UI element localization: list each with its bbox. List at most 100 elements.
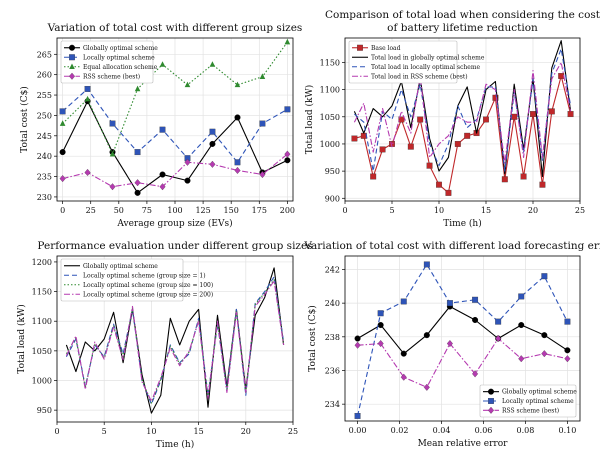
data-point [495, 318, 502, 325]
x-axis-label: Time (h) [443, 218, 481, 229]
x-tick-label: 200 [280, 206, 295, 215]
data-point [379, 146, 386, 153]
x-tick-label: 0.00 [349, 426, 367, 435]
x-tick-label: 175 [252, 206, 267, 215]
series-4 [353, 61, 572, 164]
legend-label: Locally optimal scheme [83, 54, 155, 61]
x-tick-label: 10 [434, 206, 444, 215]
data-point [518, 355, 525, 363]
data-point [59, 120, 66, 126]
data-point [564, 355, 571, 363]
x-axis-label: Average group size (EVs) [116, 218, 232, 229]
data-point [84, 168, 91, 177]
series-line [65, 276, 285, 405]
data-point [354, 335, 361, 342]
legend-marker [488, 388, 495, 395]
data-point [184, 158, 191, 166]
legend: Globally optimal scheme Locally optimal s… [479, 384, 577, 418]
data-point [417, 116, 424, 123]
data-point [539, 181, 546, 188]
x-tick-label: 0.06 [475, 426, 493, 435]
series-line [357, 305, 568, 355]
legend-box [479, 384, 577, 418]
y-tick-label: 255 [37, 91, 52, 100]
data-point [541, 273, 548, 280]
legend-marker [69, 63, 75, 70]
y-tick-label: 1050 [32, 347, 52, 356]
plot-frame [344, 37, 581, 202]
x-tick-label: 150 [224, 206, 239, 215]
legend-label: Equal allocation scheme [83, 64, 158, 71]
y-tick-label: 265 [37, 50, 52, 59]
y-tick-label: 900 [325, 194, 340, 203]
data-point [423, 383, 430, 391]
data-point [159, 171, 166, 178]
x-tick-label: 0.02 [391, 426, 409, 435]
data-point [209, 61, 216, 67]
data-point [351, 135, 358, 142]
x-tick-label: 20 [528, 206, 538, 215]
data-point [436, 181, 442, 188]
y-tick-label: 230 [37, 193, 52, 202]
data-point [495, 334, 502, 343]
legend-box [348, 40, 458, 84]
data-point [234, 166, 241, 174]
data-point [472, 370, 479, 378]
x-tick-label: 0.10 [559, 426, 577, 435]
data-point [400, 350, 407, 357]
series-line [62, 100, 288, 194]
data-point [134, 189, 141, 196]
series-2 [65, 276, 285, 405]
y-axis-label: Total load (kW) [16, 304, 27, 373]
series-line [354, 48, 572, 172]
y-axis-label: Total cost (C$) [307, 305, 318, 372]
data-point [354, 412, 361, 419]
data-point [423, 261, 430, 268]
legend-label: Locally optimal scheme (group size = 1) [83, 272, 206, 279]
legend-label: Globally optimal scheme [83, 263, 158, 270]
data-point [548, 108, 555, 115]
data-point [400, 373, 407, 381]
data-point [423, 332, 430, 339]
legend-label: Total load in locally optimal scheme [371, 64, 481, 71]
y-tick-label: 1200 [32, 258, 52, 267]
legend-box [60, 258, 184, 302]
data-point [454, 140, 461, 147]
data-point [541, 332, 548, 339]
data-point [84, 85, 91, 92]
data-point [234, 159, 241, 166]
legend-label: Locally optimal scheme (group size = 100… [83, 282, 213, 289]
series-line [62, 88, 288, 163]
legend-label: RSS scheme (best) [83, 73, 140, 80]
plot-frame [56, 255, 294, 423]
y-tick-label: 950 [37, 406, 52, 415]
data-point [284, 157, 291, 164]
y-axis-label: Total load (kW) [304, 85, 315, 154]
y-tick-label: 950 [325, 167, 340, 176]
chart-title-line: Comparison of total load when considerin… [325, 9, 600, 21]
data-point [501, 176, 508, 183]
y-tick-label: 242 [325, 265, 340, 274]
data-point [370, 173, 377, 180]
legend-label: Globally optimal scheme [502, 389, 577, 396]
data-point [259, 170, 266, 179]
legend: Globally optimal scheme Locally optimal s… [60, 40, 158, 84]
legend: Base load Total load in globally optimal … [348, 40, 485, 84]
data-point [377, 322, 384, 329]
legend-marker [488, 406, 494, 414]
x-tick-label: 50 [114, 206, 124, 215]
series-3 [354, 334, 571, 391]
data-point [518, 322, 525, 329]
data-point [134, 179, 141, 187]
data-point [541, 350, 548, 358]
data-point [407, 143, 414, 150]
x-tick-label: 0.04 [433, 426, 451, 435]
series-line [65, 280, 285, 402]
legend-marker [357, 44, 363, 51]
legend-label: Globally optimal scheme [83, 45, 158, 52]
y-tick-label: 1150 [320, 58, 340, 67]
data-point [472, 316, 479, 323]
legend-marker [69, 72, 75, 80]
data-point [109, 183, 116, 191]
data-point [284, 38, 291, 45]
